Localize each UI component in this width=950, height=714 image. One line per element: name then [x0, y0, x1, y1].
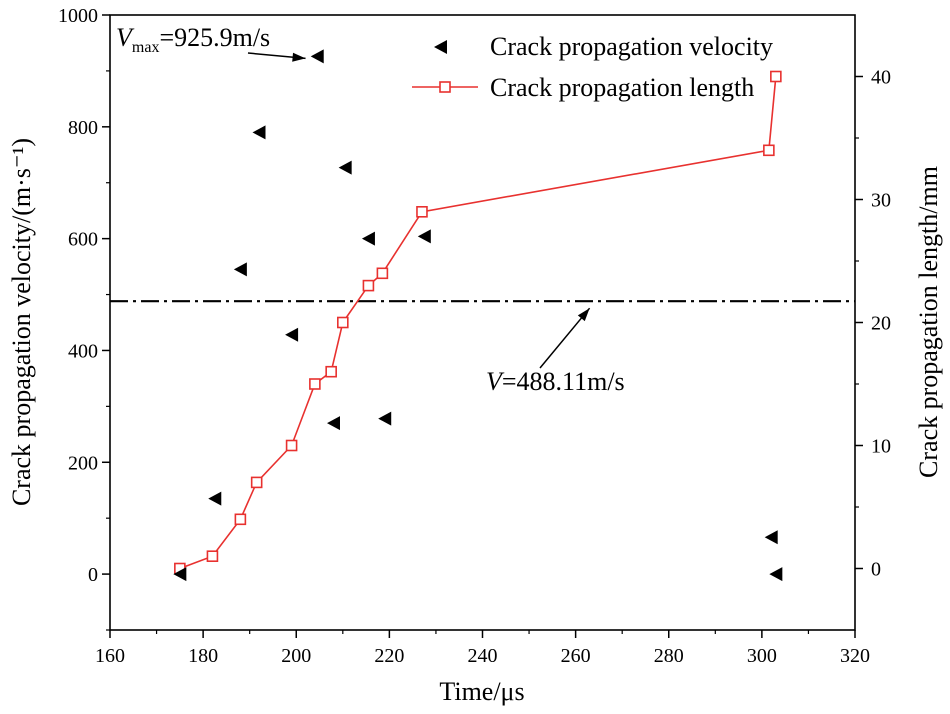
length-point	[376, 267, 389, 280]
legend-velocity-label: Crack propagation velocity	[490, 32, 773, 61]
y-left-tick-label: 400	[68, 340, 98, 362]
plot-frame	[109, 14, 856, 631]
y-left-tick-label: 200	[68, 452, 98, 474]
velocity-point	[208, 491, 222, 506]
velocity-point	[769, 567, 783, 582]
x-axis: 160 180 200 220 240 260 280 300 320	[95, 630, 870, 667]
x-tick-label: 320	[840, 645, 870, 667]
length-point	[309, 378, 321, 390]
vmax-annotation: Vmax=925.9m/s	[116, 23, 306, 62]
x-tick-label: 180	[188, 645, 218, 667]
velocity-point	[417, 229, 431, 244]
velocity-point	[310, 49, 324, 64]
series-crack-length	[174, 70, 782, 575]
x-tick-label: 240	[468, 645, 498, 667]
y-right-tick-label: 10	[871, 436, 891, 458]
x-tick-label: 280	[654, 645, 684, 667]
y-axis-right: 0 10 20 30 40	[855, 67, 891, 581]
length-point	[362, 279, 375, 292]
x-tick-label: 260	[561, 645, 591, 667]
series-crack-velocity	[173, 49, 783, 582]
velocity-point	[285, 327, 299, 342]
y-axis-left: 0 200 400 600 800 1000	[58, 5, 110, 631]
y-right-tick-label: 20	[871, 313, 891, 335]
legend-length-marker	[439, 81, 451, 93]
x-tick-label: 160	[95, 645, 125, 667]
x-axis-title: Time/μs	[439, 677, 524, 706]
length-point	[250, 476, 263, 489]
velocity-point	[327, 416, 340, 431]
length-point	[337, 316, 349, 329]
vavg-label: V=488.11m/s	[486, 367, 625, 396]
velocity-point	[338, 160, 352, 175]
x-tick-label: 300	[747, 645, 777, 667]
y-right-tick-label: 40	[871, 67, 891, 89]
x-tick-label: 220	[374, 645, 404, 667]
length-line	[179, 76, 777, 570]
y-left-tick-label: 600	[68, 229, 98, 251]
legend-velocity-marker	[434, 40, 447, 54]
velocity-point	[252, 125, 266, 140]
velocity-point	[764, 530, 778, 545]
length-point	[763, 144, 775, 157]
length-point	[325, 365, 337, 378]
length-point	[416, 206, 428, 218]
y-axis-left-title: Crack propagation velocity/(m·s⁻¹)	[7, 138, 36, 506]
y-left-tick-label: 1000	[58, 5, 98, 27]
vavg-annotation: V=488.11m/s	[486, 307, 625, 396]
legend-length-label: Crack propagation length	[490, 73, 754, 102]
length-point	[234, 513, 247, 526]
y-right-tick-label: 0	[871, 559, 881, 581]
velocity-point	[378, 411, 392, 426]
vavg-arrowhead	[577, 308, 590, 322]
x-tick-label: 200	[281, 645, 311, 667]
legend: Crack propagation velocity Crack propaga…	[412, 32, 773, 102]
length-point	[206, 550, 219, 563]
velocity-point	[173, 567, 187, 582]
length-point	[285, 439, 298, 452]
y-axis-right-title: Crack propagation length/mm	[914, 166, 943, 478]
vmax-label: Vmax=925.9m/s	[116, 23, 270, 56]
y-right-tick-label: 30	[871, 190, 891, 212]
velocity-point	[361, 231, 375, 246]
length-point	[770, 70, 782, 83]
velocity-point	[233, 262, 247, 277]
vmax-arrowhead	[292, 52, 306, 62]
y-left-tick-label: 800	[68, 117, 98, 139]
y-left-tick-label: 0	[88, 564, 98, 586]
